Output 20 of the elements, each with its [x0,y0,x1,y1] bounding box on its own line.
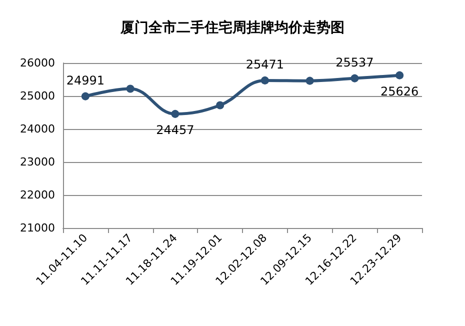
y-tick-label: 24000 [20,122,55,136]
data-label: 25626 [380,84,419,98]
data-label: 25471 [246,57,284,72]
y-tick-label: 21000 [20,222,55,234]
data-label: 24991 [66,73,105,88]
y-tick-label: 26000 [20,56,55,70]
data-label: 25537 [336,55,374,70]
point [81,92,90,100]
y-tick-label: 22000 [20,188,55,202]
point [396,71,404,80]
y-tick-label: 25000 [20,90,55,102]
point [171,110,180,118]
point [126,84,134,93]
point [306,76,314,85]
y-tick-label: 23000 [20,156,55,168]
point [260,76,269,84]
chart-title: 厦门全市二手住宅周挂牌均价走势图 [120,19,344,36]
point [350,74,359,82]
data-label: 24457 [156,122,194,137]
point [216,101,224,110]
